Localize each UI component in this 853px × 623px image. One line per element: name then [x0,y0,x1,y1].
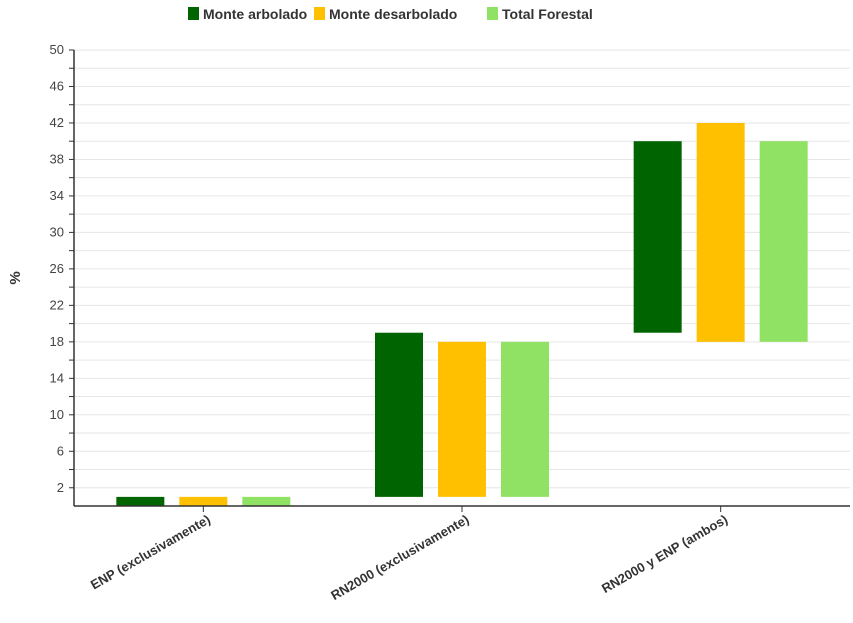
chart-bars [116,122,808,506]
y-tick-label: 18 [50,334,64,349]
x-tick-label: ENP (exclusivamente) [88,512,213,593]
y-tick-label: 6 [57,443,64,458]
legend-label: Monte arbolado [203,6,307,22]
x-tick-label: RN2000 y ENP (ambos) [599,512,730,596]
legend-swatch [314,7,325,20]
bar [501,341,549,497]
bar [633,141,682,333]
bar [179,496,228,506]
y-axis-title: % [7,271,24,284]
y-tick-label: 46 [50,78,64,93]
bar [116,496,165,506]
y-tick-label: 50 [50,42,64,57]
bar [375,332,423,497]
y-tick-label: 38 [50,151,64,166]
y-tick-label: 26 [50,261,64,276]
y-tick-label: 30 [50,224,64,239]
x-tick-label: RN2000 (exclusivamente) [328,512,471,603]
legend-label: Total Forestal [502,6,593,22]
chart-legend: Monte arbolado Monte desarbolado Total For… [188,6,593,22]
legend-label: Monte desarbolado [329,6,457,22]
y-tick-label: 14 [50,370,64,385]
legend-swatch [188,7,199,20]
y-tick-label: 42 [50,115,64,130]
y-tick-label: 2 [57,480,64,495]
bar [696,122,745,342]
y-tick-label: 34 [50,188,64,203]
legend-swatch [487,7,498,20]
y-tick-label: 22 [50,297,64,312]
x-axis: ENP (exclusivamente) RN2000 (exclusivamen… [74,505,850,603]
y-tick-label: 10 [50,407,64,422]
bar [242,496,291,506]
bar [759,141,808,342]
bar [438,341,486,497]
